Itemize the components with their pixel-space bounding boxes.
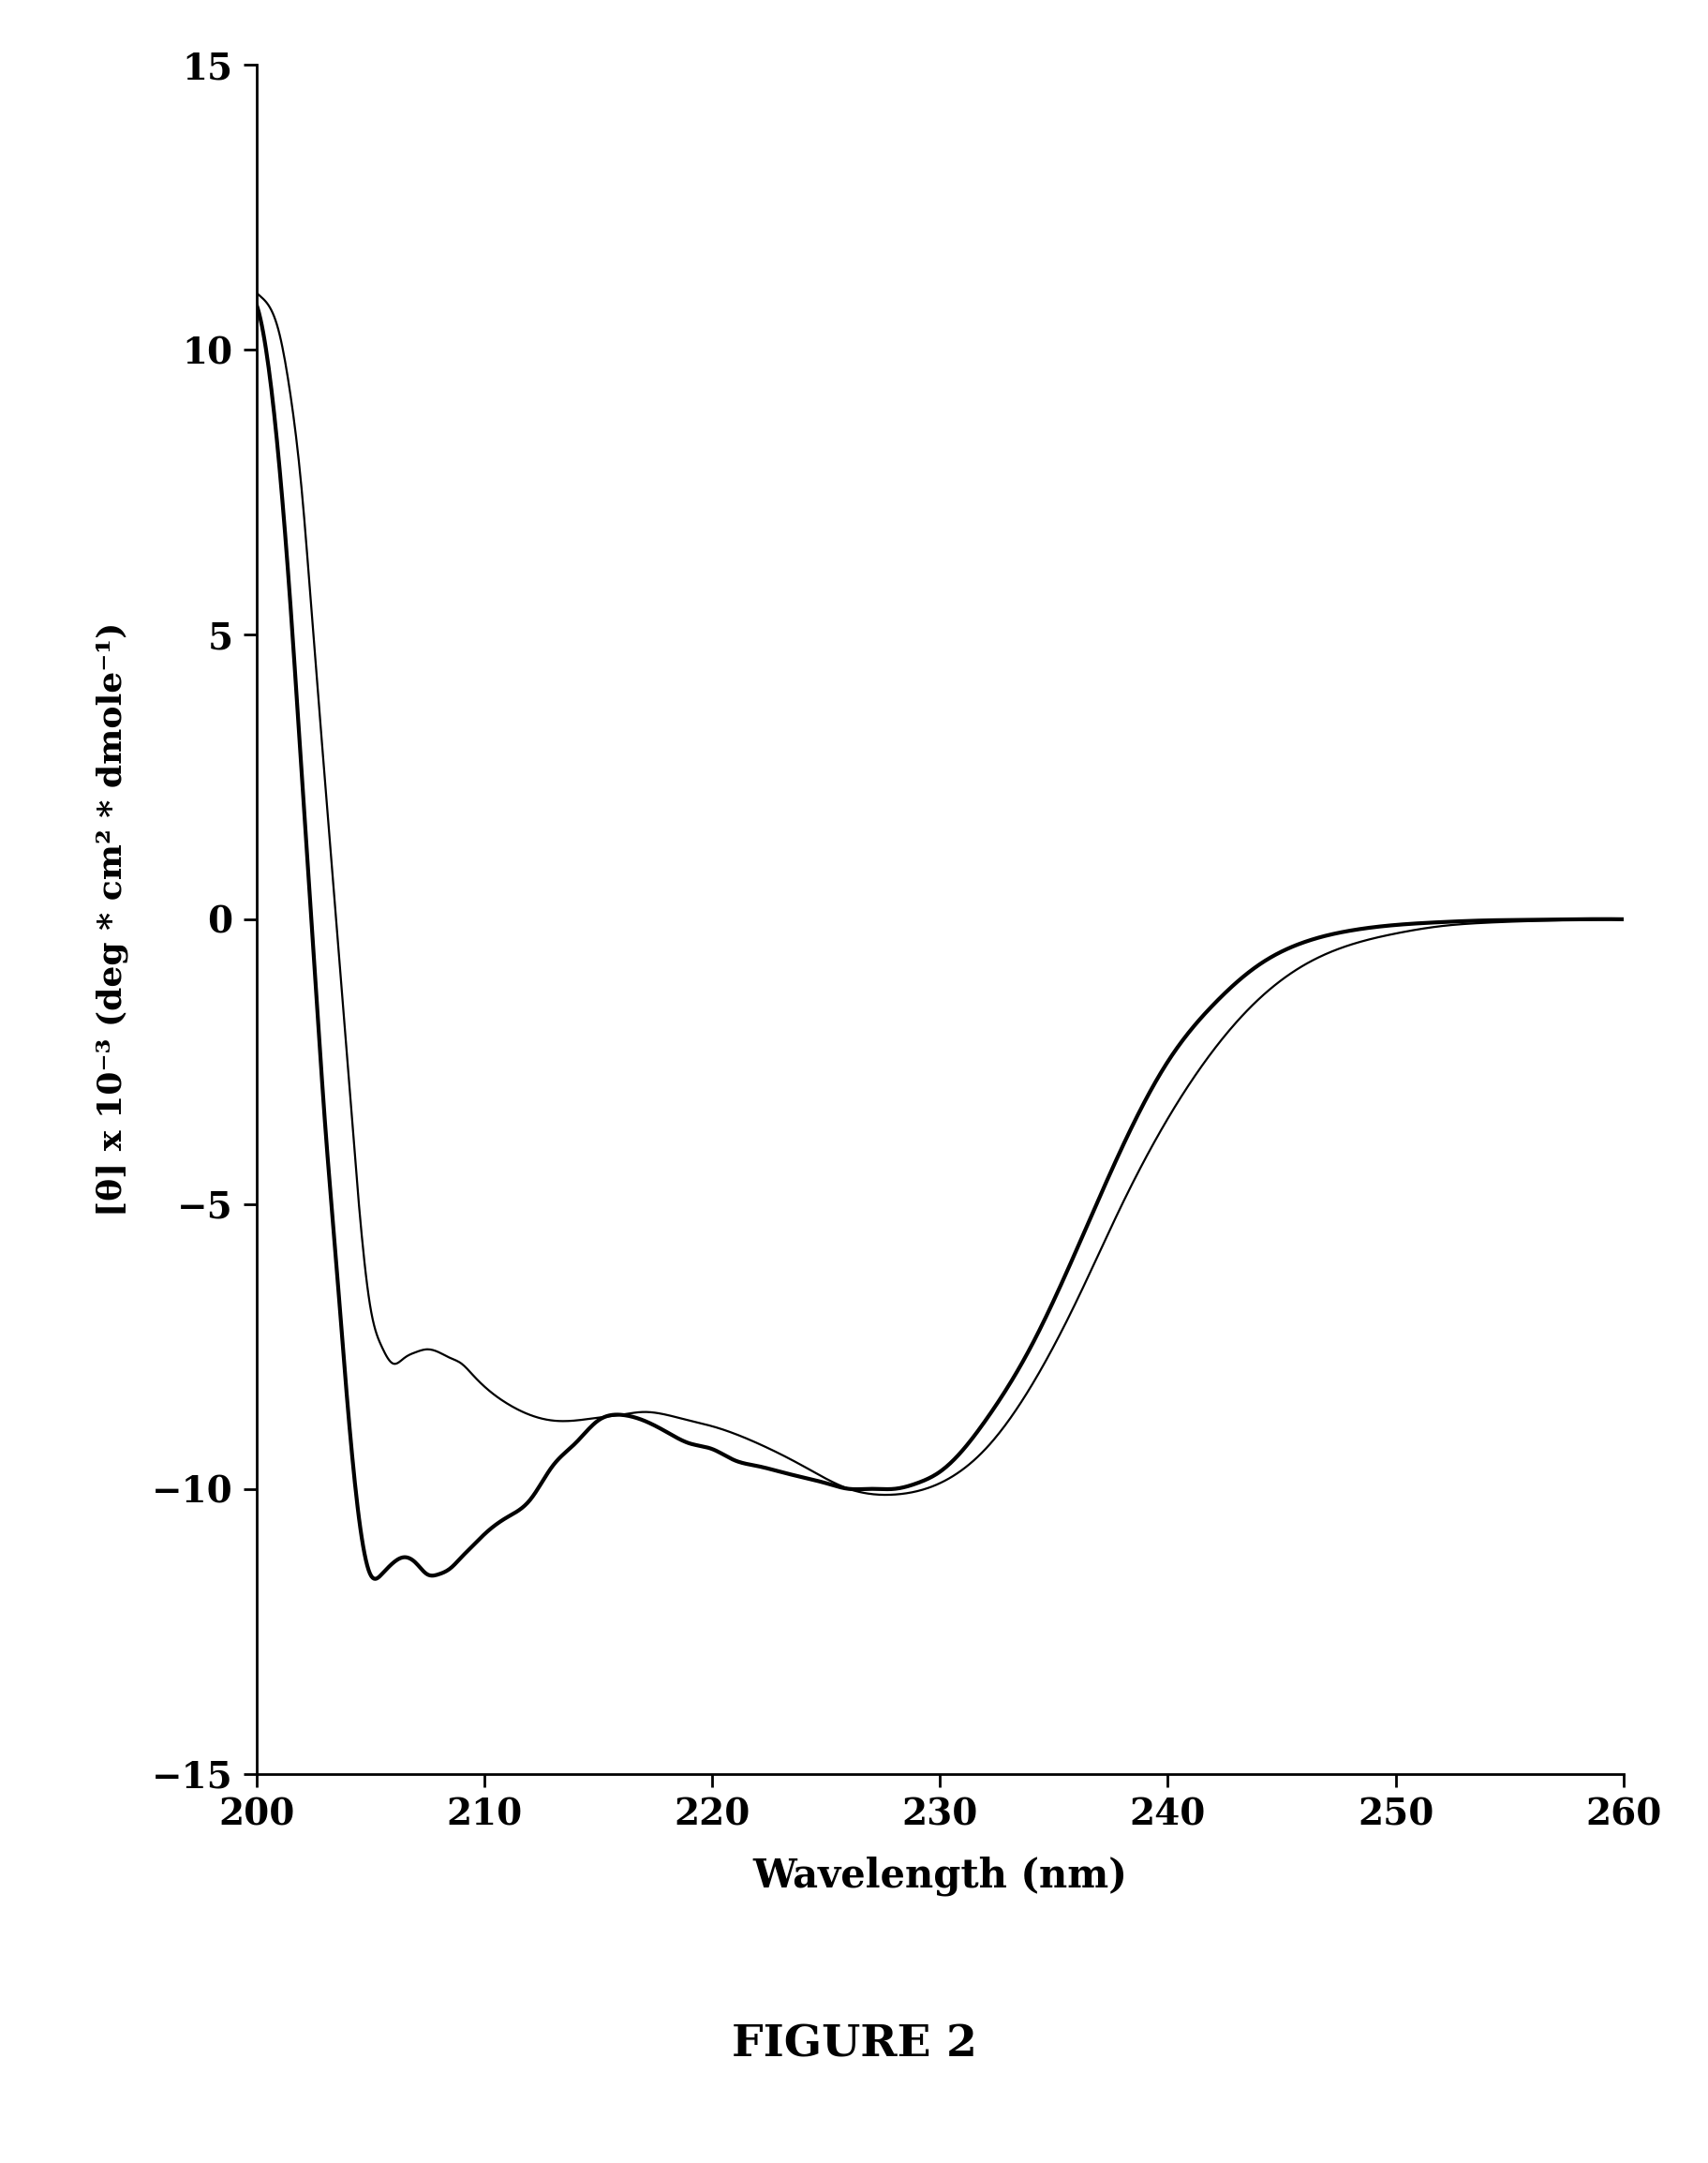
Y-axis label: [θ] x 10⁻³ (deg * cm² * dmole⁻¹): [θ] x 10⁻³ (deg * cm² * dmole⁻¹) [96, 623, 128, 1216]
X-axis label: Wavelength (nm): Wavelength (nm) [752, 1856, 1127, 1897]
Text: FIGURE 2: FIGURE 2 [731, 2022, 977, 2066]
